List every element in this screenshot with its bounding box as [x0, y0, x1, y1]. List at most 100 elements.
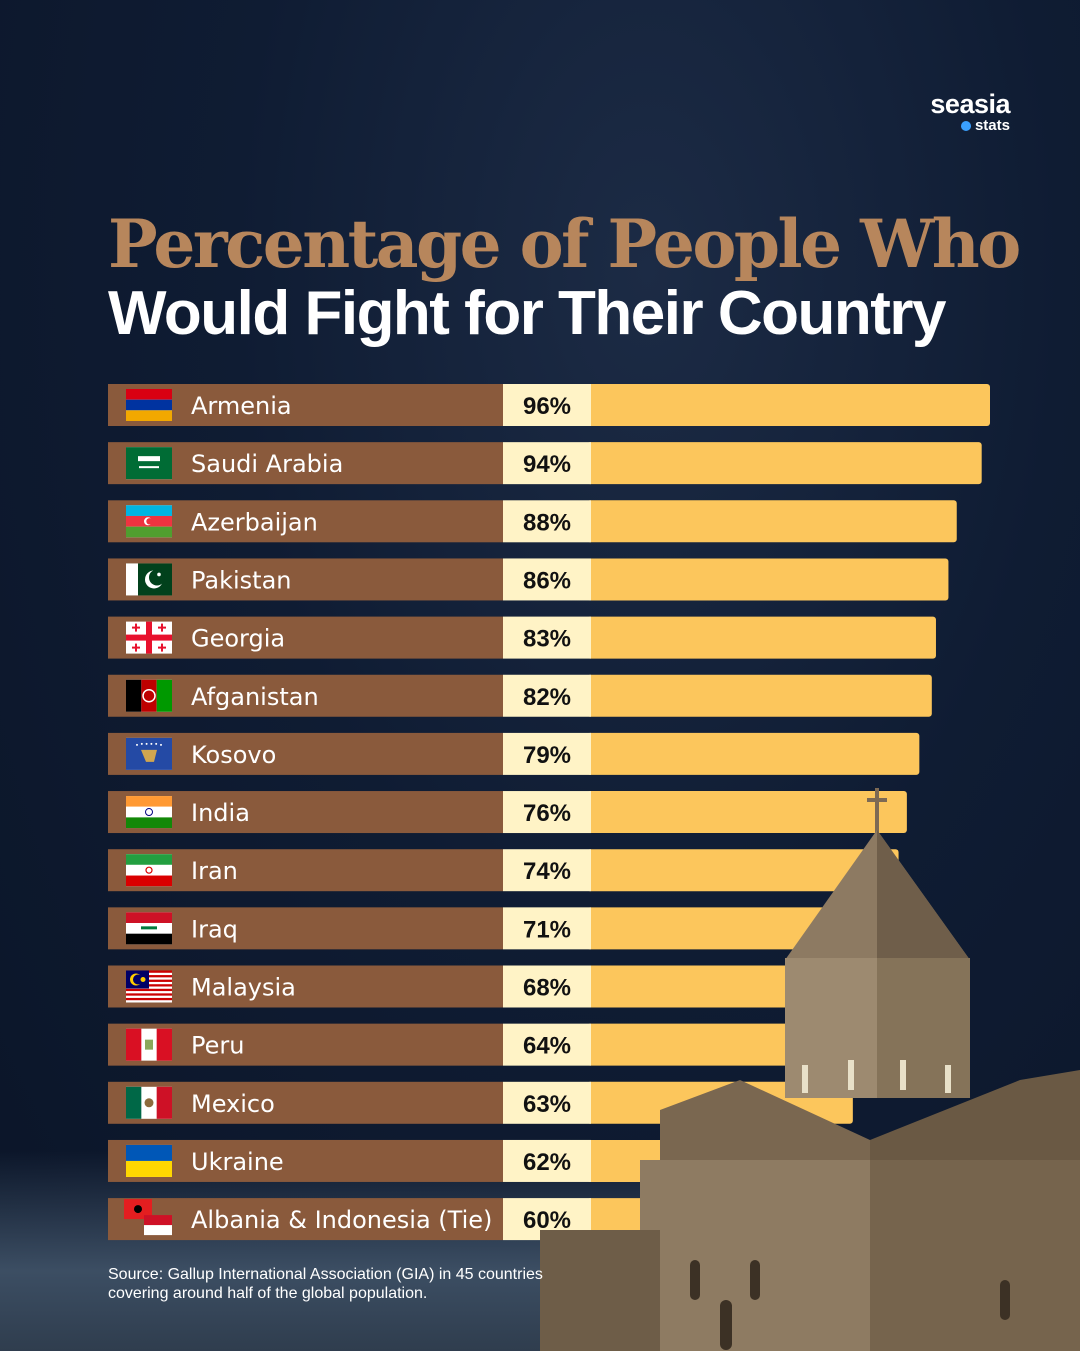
category-label: Armenia	[191, 392, 292, 420]
pakistan-flag-icon	[126, 563, 172, 596]
category-label: Peru	[191, 1032, 244, 1060]
peru-flag-icon	[126, 1028, 172, 1061]
azerbaijan-flag-icon	[126, 505, 172, 538]
value-label: 68%	[523, 975, 571, 1002]
chart-title-line1: Percentage of People Who	[108, 205, 1021, 283]
church-illustration	[540, 788, 1080, 1351]
bar-row: Georgia 83%	[108, 616, 936, 659]
malaysia-flag-icon	[126, 970, 172, 1003]
bar	[587, 500, 957, 543]
value-background	[503, 674, 591, 717]
value-label: 79%	[523, 742, 571, 769]
value-background	[503, 616, 591, 659]
value-background	[503, 1139, 591, 1182]
iraq-flag-icon	[126, 912, 172, 945]
ukraine-flag-icon	[126, 1144, 172, 1177]
bar	[587, 674, 932, 717]
category-label: Saudi Arabia	[191, 450, 343, 478]
category-label: Azerbaijan	[191, 508, 318, 536]
value-background	[503, 558, 591, 601]
value-label: 71%	[523, 916, 571, 943]
label-background	[108, 674, 503, 717]
bar	[587, 616, 936, 659]
bar-row: Kosovo 79%	[108, 732, 920, 775]
value-label: 96%	[523, 393, 571, 420]
value-label: 60%	[523, 1207, 571, 1234]
label-background	[108, 965, 503, 1008]
value-background	[503, 732, 591, 775]
label-background	[108, 907, 503, 950]
value-background	[503, 1081, 591, 1124]
category-label: Ukraine	[191, 1148, 284, 1176]
label-background	[108, 616, 503, 659]
brand-sub: stats	[930, 118, 1010, 134]
mexico-flag-icon	[126, 1086, 172, 1119]
bar	[587, 384, 990, 426]
bar-row: Azerbaijan 88%	[108, 500, 957, 543]
label-background	[108, 1139, 503, 1182]
value-label: 62%	[523, 1149, 571, 1176]
value-label: 74%	[523, 858, 571, 885]
category-label: India	[191, 799, 250, 827]
armenia-flag-icon	[126, 389, 172, 421]
bar-row: Iran 74%	[108, 849, 899, 892]
bar-row: India 76%	[108, 791, 907, 834]
value-background	[503, 1023, 591, 1066]
label-background	[108, 1198, 503, 1241]
label-background	[108, 500, 503, 543]
category-label: Georgia	[191, 625, 285, 653]
value-background	[503, 384, 591, 426]
value-label: 88%	[523, 509, 571, 536]
bar	[587, 791, 907, 834]
bar-row: Afganistan 82%	[108, 674, 932, 717]
category-label: Iran	[191, 857, 238, 885]
value-background	[503, 442, 591, 485]
value-background	[503, 907, 591, 950]
bar-row: Saudi Arabia 94%	[108, 442, 982, 485]
value-background	[503, 791, 591, 834]
chart-title-line2: Would Fight for Their Country	[108, 279, 947, 348]
globe-icon	[960, 121, 971, 131]
label-background	[108, 732, 503, 775]
label-background	[108, 1081, 503, 1124]
bar	[587, 558, 949, 601]
kosovo-flag-icon	[126, 737, 172, 770]
iran-flag-icon	[126, 854, 172, 887]
value-label: 83%	[523, 626, 571, 653]
category-label: Pakistan	[191, 566, 292, 594]
value-label: 63%	[523, 1091, 571, 1118]
bar	[587, 442, 982, 485]
label-background	[108, 849, 503, 892]
label-background	[108, 442, 503, 485]
afghanistan-flag-icon	[126, 679, 172, 712]
albania-indonesia-flag-icon	[124, 1199, 172, 1236]
brand-sub-text: stats	[974, 117, 1010, 134]
bar-row: Pakistan 86%	[108, 558, 949, 601]
value-label: 86%	[523, 567, 571, 594]
source-note: Source: Gallup International Association…	[108, 1266, 543, 1302]
brand-name: seasia	[930, 89, 1010, 119]
value-label: 82%	[523, 684, 571, 711]
georgia-flag-icon	[126, 621, 172, 654]
bar	[587, 849, 899, 892]
value-background	[503, 500, 591, 543]
category-label: Malaysia	[191, 974, 296, 1002]
value-background	[503, 849, 591, 892]
saudi-arabia-flag-icon	[126, 447, 172, 480]
category-label: Kosovo	[191, 741, 276, 769]
india-flag-icon	[126, 796, 172, 829]
category-label: Afganistan	[191, 683, 319, 711]
label-background	[108, 384, 503, 426]
category-label: Albania & Indonesia (Tie)	[191, 1206, 492, 1234]
category-label: Iraq	[191, 915, 238, 943]
value-label: 76%	[523, 800, 571, 827]
bar-row: Armenia 96%	[108, 384, 990, 426]
value-label: 94%	[523, 451, 571, 478]
value-label: 64%	[523, 1033, 571, 1060]
brand-logo: seasia stats	[930, 90, 1010, 134]
label-background	[108, 1023, 503, 1066]
bar	[587, 732, 920, 775]
value-background	[503, 965, 591, 1008]
label-background	[108, 558, 503, 601]
